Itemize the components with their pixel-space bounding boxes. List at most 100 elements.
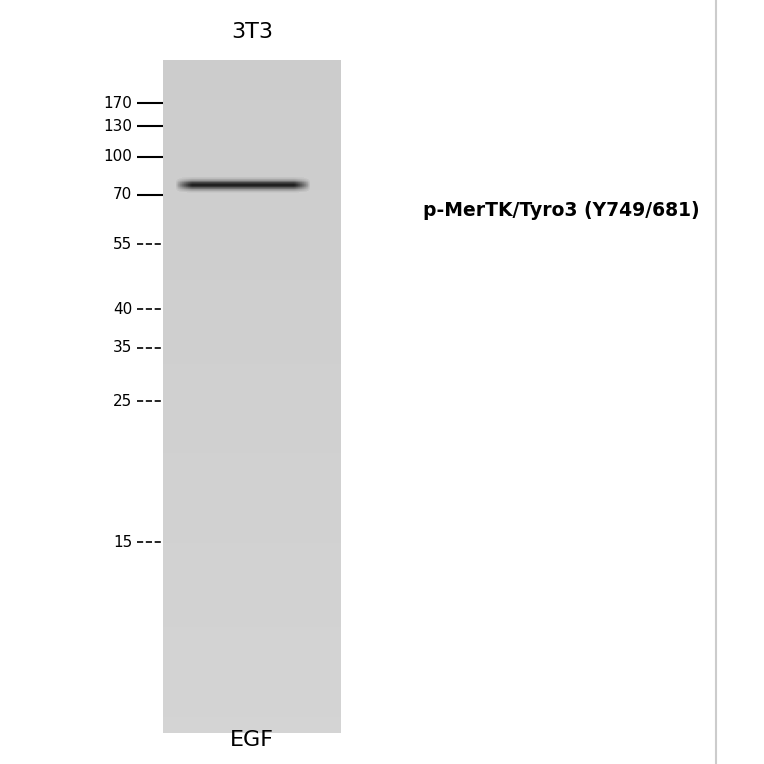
Bar (163, 475, 342, 481)
Bar (163, 481, 342, 487)
Bar (163, 442, 342, 448)
Bar (163, 183, 342, 190)
Bar (163, 284, 342, 291)
Bar (163, 206, 342, 212)
Bar (163, 637, 342, 644)
Bar (163, 318, 342, 325)
Bar (163, 665, 342, 672)
Bar (163, 699, 342, 705)
Bar (163, 598, 342, 604)
Bar (163, 195, 342, 201)
Bar (163, 72, 342, 78)
Bar (163, 643, 342, 649)
Bar (163, 553, 342, 560)
Text: 130: 130 (103, 118, 132, 134)
Bar (163, 447, 342, 453)
Bar (163, 189, 342, 196)
Bar (163, 587, 342, 594)
Bar (163, 380, 342, 386)
Bar (163, 397, 342, 403)
Bar (163, 358, 342, 364)
Text: 15: 15 (113, 535, 132, 550)
Bar (163, 408, 342, 414)
Bar (163, 122, 342, 128)
Bar (163, 139, 342, 145)
Bar (163, 671, 342, 678)
Bar (163, 116, 342, 123)
Bar (163, 559, 342, 565)
Text: 100: 100 (103, 149, 132, 164)
Bar (163, 419, 342, 426)
Bar (163, 514, 342, 520)
Bar (163, 217, 342, 224)
Bar (163, 156, 342, 162)
Text: 170: 170 (103, 96, 132, 111)
Bar (163, 167, 342, 173)
Bar (163, 716, 342, 722)
Bar (163, 290, 342, 296)
Bar (163, 161, 342, 167)
Bar (163, 548, 342, 554)
Bar (163, 312, 342, 319)
Bar (163, 301, 342, 308)
Bar (163, 486, 342, 493)
Bar (163, 604, 342, 610)
Bar (163, 576, 342, 582)
Bar (163, 228, 342, 235)
Bar (163, 212, 342, 218)
Bar (163, 727, 342, 733)
Bar (163, 267, 342, 274)
Bar (163, 593, 342, 599)
Text: p-MerTK/Tyro3 (Y749/681): p-MerTK/Tyro3 (Y749/681) (423, 201, 700, 219)
Bar (163, 245, 342, 251)
Bar (163, 413, 342, 419)
Bar (163, 492, 342, 498)
Bar (163, 341, 342, 347)
Bar (163, 704, 342, 711)
Bar (163, 173, 342, 179)
Bar (163, 66, 342, 73)
Bar (163, 99, 342, 106)
Bar (163, 581, 342, 588)
Bar (163, 335, 342, 342)
Bar (163, 520, 342, 526)
Bar (163, 430, 342, 436)
Bar (163, 105, 342, 112)
Bar (163, 452, 342, 459)
Bar (163, 620, 342, 627)
Text: 70: 70 (113, 187, 132, 202)
Text: EGF: EGF (230, 730, 274, 750)
Text: 3T3: 3T3 (231, 22, 274, 42)
Bar (163, 526, 342, 532)
Bar (163, 296, 342, 302)
Bar (163, 329, 342, 335)
Bar (163, 251, 342, 257)
Bar (163, 435, 342, 442)
Bar (163, 565, 342, 571)
Bar (163, 150, 342, 157)
Bar (163, 570, 342, 577)
Bar (163, 458, 342, 465)
Bar (163, 111, 342, 117)
Bar (163, 503, 342, 510)
Bar (163, 279, 342, 285)
Bar (163, 94, 342, 100)
Bar (163, 402, 342, 409)
Bar (163, 234, 342, 241)
Bar (163, 615, 342, 621)
Bar (163, 464, 342, 470)
Bar (163, 632, 342, 638)
Bar (163, 626, 342, 633)
Text: 40: 40 (113, 302, 132, 317)
Bar (163, 363, 342, 369)
Bar (163, 240, 342, 246)
Bar (163, 346, 342, 352)
Bar (163, 257, 342, 263)
Bar (163, 536, 342, 543)
Text: 55: 55 (113, 237, 132, 252)
Bar (163, 721, 342, 728)
Bar (163, 677, 342, 683)
Bar (163, 649, 342, 655)
Bar (163, 262, 342, 268)
Bar (163, 144, 342, 151)
